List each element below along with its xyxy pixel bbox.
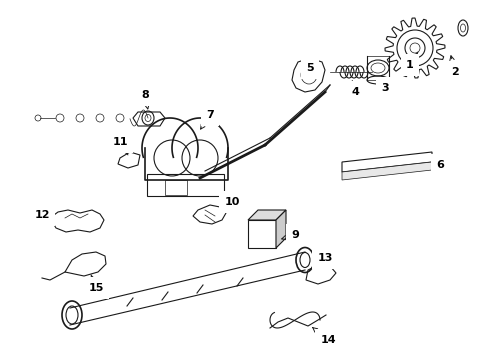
Text: 2: 2 xyxy=(450,56,459,77)
Text: 15: 15 xyxy=(88,275,104,293)
Text: 10: 10 xyxy=(224,197,240,209)
Text: 13: 13 xyxy=(318,253,333,265)
Bar xyxy=(165,180,187,195)
Text: 12: 12 xyxy=(34,210,50,220)
Text: 3: 3 xyxy=(381,76,389,93)
Text: 8: 8 xyxy=(141,90,149,109)
Text: 14: 14 xyxy=(313,328,336,345)
Text: 9: 9 xyxy=(282,230,299,240)
Polygon shape xyxy=(342,162,432,180)
Text: 4: 4 xyxy=(351,81,359,97)
Text: 5: 5 xyxy=(306,63,314,73)
Bar xyxy=(367,56,389,80)
Text: 11: 11 xyxy=(112,137,128,155)
Polygon shape xyxy=(276,210,286,248)
Text: 6: 6 xyxy=(436,160,444,170)
Polygon shape xyxy=(248,210,286,220)
Text: 1: 1 xyxy=(406,52,418,70)
Text: 7: 7 xyxy=(200,110,214,129)
Bar xyxy=(248,220,276,248)
